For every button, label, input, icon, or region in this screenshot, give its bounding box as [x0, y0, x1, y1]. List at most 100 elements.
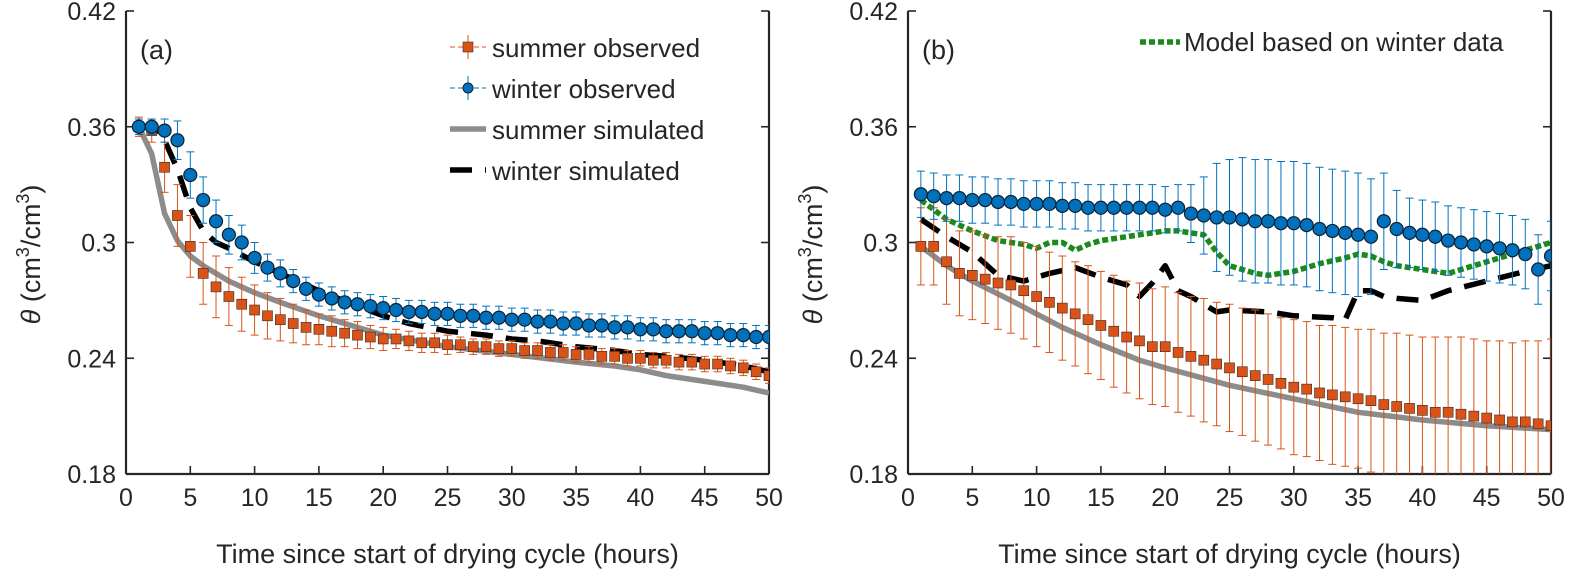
- summer-observed-point: [928, 241, 940, 252]
- summer-observed-point: [1249, 370, 1261, 381]
- winter-observed-point: [170, 133, 185, 148]
- winter-observed-point: [913, 187, 928, 202]
- summer-observed-point: [339, 327, 350, 339]
- y-axis-label-part: θ: [798, 309, 828, 324]
- summer-observed-point: [725, 360, 736, 372]
- winter-observed-point: [1093, 200, 1109, 215]
- winter-observed-point: [1016, 196, 1031, 212]
- summer-observed-point: [1391, 401, 1402, 412]
- winter-observed-point: [1080, 200, 1096, 215]
- y-axis-label-part: θ: [16, 309, 46, 324]
- winter-observed-point: [234, 235, 249, 250]
- summer-observed-point: [223, 291, 235, 302]
- summer-observed-point: [262, 310, 273, 322]
- summer-observed-point: [966, 269, 978, 281]
- summer-observed-point: [1481, 412, 1492, 424]
- summer-observed-point: [275, 314, 286, 325]
- y-axis-label-part: (cm: [16, 257, 46, 302]
- winter-observed-point: [1402, 225, 1417, 240]
- winter-observed-point: [761, 329, 769, 345]
- summer-observed-point: [992, 277, 1004, 289]
- winter-observed-point: [504, 312, 519, 327]
- winter-observed-point: [466, 308, 481, 323]
- summer-observed-point: [1327, 389, 1338, 401]
- legend: summer observed winter observed summer sim…: [450, 33, 704, 186]
- y-tick-label: 0.24: [849, 345, 898, 373]
- summer-observed-point: [326, 325, 338, 337]
- winter-observed-point: [1415, 227, 1430, 242]
- winter-observed-point: [1325, 223, 1340, 239]
- summer-observed-point: [455, 339, 466, 351]
- winter-observed-point: [196, 192, 211, 208]
- summer-observed-point: [442, 339, 453, 351]
- summer-observed-point: [1288, 381, 1300, 393]
- summer-observed-point: [1108, 325, 1120, 337]
- winter-observed-point: [247, 250, 262, 266]
- winter-observed-point: [1505, 243, 1520, 258]
- legend-label: summer observed: [492, 33, 700, 63]
- winter-observed-point: [1260, 214, 1276, 229]
- legend-label: winter observed: [491, 74, 676, 104]
- legend: Model based on winter data: [1140, 27, 1504, 57]
- x-tick-label: 10: [1023, 484, 1051, 512]
- winter-observed-point: [131, 119, 146, 134]
- chart-panel-b: 0 5 10 15 20 25 30 35 40 45 50 0.18 0.24 0.3 0.36 0.42 T…: [795, 0, 1565, 569]
- summer-observed-point: [1442, 406, 1454, 418]
- winter-observed-point: [1222, 210, 1237, 225]
- winter-observed-point: [710, 326, 725, 341]
- summer-observed-point: [1378, 399, 1390, 410]
- y-tick-label: 0.42: [849, 0, 898, 26]
- winter-observed-point: [684, 324, 699, 339]
- winter-observed-point: [1196, 208, 1211, 223]
- summer-observed-point: [673, 356, 685, 368]
- summer-observed-point: [1339, 391, 1351, 403]
- summer-observed-point: [493, 343, 505, 354]
- summer-observed-point: [1057, 302, 1068, 314]
- y-axis-label-exponent: 3: [13, 194, 33, 204]
- chart-panel-a: 0 5 10 15 20 25 30 35 40 45 50 0.18 0.24 0.3 0.36 0.42 T…: [13, 0, 783, 569]
- winter-observed-point: [363, 299, 378, 314]
- y-axis-label-part: /cm: [16, 204, 46, 248]
- summer-observed-point: [635, 352, 646, 364]
- x-tick-label: 15: [305, 484, 333, 512]
- winter-observed-point: [1106, 200, 1121, 215]
- summer-observed-point: [1185, 351, 1197, 362]
- winter-observed-point: [1312, 221, 1327, 237]
- summer-observed-point: [287, 318, 299, 329]
- summer-observed-point: [467, 341, 479, 352]
- summer-observed-point: [941, 256, 952, 268]
- summer-observed-point: [1082, 314, 1094, 325]
- y-axis-label: θ (cm3/cm3): [795, 185, 828, 325]
- winter-observed-point: [620, 320, 635, 335]
- winter-observed-point: [1338, 225, 1353, 240]
- summer-observed-point: [390, 333, 402, 345]
- y-tick-label: 0.24: [67, 345, 116, 373]
- y-axis-label-exponent: 3: [795, 194, 815, 204]
- summer-observed-point: [1044, 297, 1055, 308]
- y-tick-label: 0.36: [67, 114, 116, 142]
- y-axis-label-part: [16, 302, 46, 310]
- winter-observed-point: [1389, 221, 1404, 237]
- winter-observed-point: [697, 326, 712, 341]
- x-tick-label: 35: [1344, 484, 1372, 512]
- summer-observed-point: [1455, 408, 1467, 420]
- winter-observed-point: [221, 227, 236, 242]
- summer-observed-point: [583, 349, 595, 360]
- summer-observed-point: [660, 354, 672, 366]
- winter-observed-point: [388, 302, 404, 318]
- summer-observed-point: [313, 324, 325, 335]
- winter-observed-point: [1299, 218, 1314, 233]
- winter-observed-point: [556, 316, 571, 331]
- summer-observed-point: [1069, 308, 1081, 320]
- winter-observed-point: [440, 306, 455, 321]
- summer-observed-point: [1365, 395, 1377, 406]
- x-tick-label: 20: [369, 484, 397, 512]
- winter-observed-point: [568, 316, 584, 331]
- winter-observed-point: [453, 308, 468, 323]
- legend-label: winter simulated: [491, 156, 680, 186]
- x-tick-label: 30: [498, 484, 526, 512]
- summer-observed-point: [1005, 279, 1017, 291]
- winter-observed-point: [965, 192, 980, 208]
- summer-observed-point: [545, 347, 556, 358]
- summer-observed-point: [979, 273, 991, 285]
